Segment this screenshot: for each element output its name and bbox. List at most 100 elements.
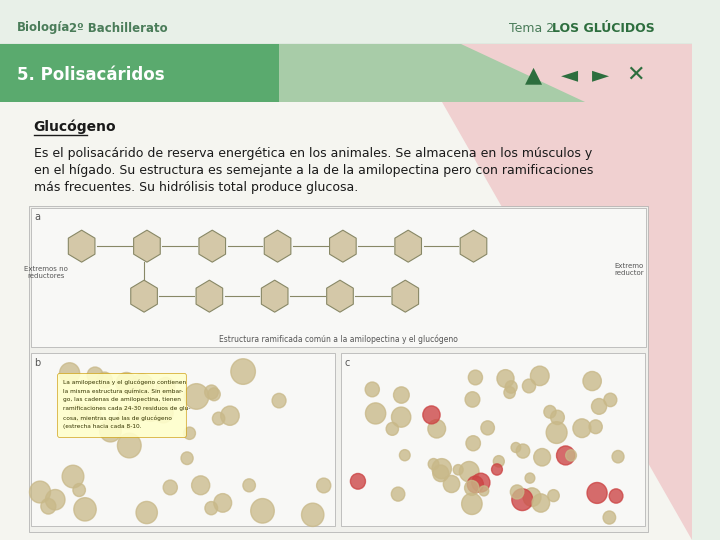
- Circle shape: [73, 483, 86, 497]
- Polygon shape: [442, 102, 691, 540]
- Circle shape: [221, 406, 239, 426]
- FancyBboxPatch shape: [31, 354, 336, 526]
- FancyBboxPatch shape: [0, 44, 279, 102]
- Circle shape: [302, 503, 324, 526]
- Circle shape: [525, 473, 535, 483]
- Circle shape: [603, 511, 616, 524]
- Circle shape: [365, 382, 379, 397]
- Text: go, las cadenas de amilopectina, tienen: go, las cadenas de amilopectina, tienen: [63, 397, 181, 402]
- Polygon shape: [392, 280, 418, 312]
- Circle shape: [423, 406, 440, 424]
- Circle shape: [74, 498, 96, 521]
- Polygon shape: [264, 230, 291, 262]
- Circle shape: [512, 489, 533, 511]
- Circle shape: [136, 502, 158, 524]
- Circle shape: [45, 489, 65, 510]
- Circle shape: [243, 479, 256, 492]
- Circle shape: [392, 407, 411, 427]
- Polygon shape: [134, 230, 161, 262]
- Circle shape: [566, 450, 577, 461]
- Circle shape: [534, 449, 551, 466]
- Circle shape: [612, 450, 624, 463]
- Circle shape: [573, 419, 591, 437]
- Circle shape: [532, 494, 549, 512]
- Text: 2º Bachillerato: 2º Bachillerato: [69, 22, 168, 35]
- Text: Extremos no
reductores: Extremos no reductores: [24, 266, 68, 279]
- Circle shape: [497, 370, 514, 388]
- Circle shape: [82, 405, 101, 424]
- Circle shape: [30, 481, 50, 503]
- Circle shape: [97, 372, 112, 388]
- Circle shape: [212, 412, 225, 425]
- Circle shape: [467, 476, 483, 493]
- Circle shape: [208, 388, 220, 401]
- FancyBboxPatch shape: [31, 208, 647, 347]
- Text: La amilopectina y el glucógeno contienen: La amilopectina y el glucógeno contienen: [63, 380, 186, 385]
- Circle shape: [505, 381, 517, 393]
- Circle shape: [99, 420, 122, 442]
- Circle shape: [516, 444, 530, 458]
- Circle shape: [468, 370, 482, 385]
- Text: 5. Polisacáridos: 5. Polisacáridos: [17, 66, 165, 84]
- Circle shape: [583, 372, 601, 390]
- Circle shape: [462, 493, 482, 515]
- Circle shape: [251, 498, 274, 523]
- Circle shape: [459, 462, 479, 482]
- Circle shape: [587, 482, 607, 503]
- Text: LOS GLÚCIDOS: LOS GLÚCIDOS: [552, 22, 655, 35]
- Polygon shape: [327, 280, 354, 312]
- Circle shape: [231, 359, 256, 384]
- Circle shape: [444, 475, 460, 492]
- Polygon shape: [196, 280, 222, 312]
- Circle shape: [153, 402, 174, 423]
- Text: c: c: [345, 359, 350, 368]
- Circle shape: [493, 456, 504, 467]
- Circle shape: [466, 436, 480, 451]
- Circle shape: [548, 490, 559, 502]
- Circle shape: [551, 410, 564, 424]
- Polygon shape: [261, 280, 288, 312]
- Circle shape: [531, 366, 549, 386]
- Circle shape: [205, 502, 217, 515]
- Circle shape: [432, 458, 451, 479]
- Circle shape: [181, 452, 193, 464]
- Circle shape: [87, 367, 103, 383]
- Circle shape: [117, 407, 139, 429]
- Circle shape: [184, 383, 209, 409]
- Polygon shape: [330, 230, 356, 262]
- Circle shape: [523, 379, 536, 393]
- Circle shape: [156, 377, 175, 396]
- Circle shape: [609, 489, 623, 503]
- Circle shape: [504, 387, 516, 399]
- Text: ◄: ◄: [561, 65, 578, 85]
- FancyBboxPatch shape: [279, 44, 691, 102]
- Circle shape: [386, 422, 398, 435]
- Circle shape: [589, 420, 602, 434]
- Text: ramificaciones cada 24-30 residuos de glu-: ramificaciones cada 24-30 residuos de gl…: [63, 407, 191, 411]
- Text: (estrecha hacia cada 8-10.: (estrecha hacia cada 8-10.: [63, 424, 142, 429]
- Circle shape: [400, 450, 410, 461]
- Text: Tema 2.: Tema 2.: [509, 22, 562, 35]
- Circle shape: [604, 393, 617, 407]
- Circle shape: [366, 403, 386, 424]
- Circle shape: [60, 363, 80, 383]
- Polygon shape: [131, 280, 158, 312]
- Circle shape: [481, 421, 495, 435]
- Text: Extremo
reductor: Extremo reductor: [614, 263, 644, 276]
- Circle shape: [214, 494, 232, 512]
- Circle shape: [184, 427, 195, 440]
- Circle shape: [71, 404, 87, 421]
- Circle shape: [472, 473, 490, 492]
- Circle shape: [428, 458, 439, 470]
- Circle shape: [511, 442, 521, 453]
- Circle shape: [510, 485, 524, 499]
- Circle shape: [132, 401, 151, 421]
- FancyBboxPatch shape: [341, 354, 645, 526]
- Circle shape: [163, 480, 177, 495]
- Text: Biología: Biología: [17, 22, 71, 35]
- Circle shape: [492, 464, 503, 475]
- Circle shape: [62, 465, 84, 488]
- Text: a: a: [35, 212, 40, 222]
- Circle shape: [204, 385, 218, 399]
- Circle shape: [523, 488, 541, 507]
